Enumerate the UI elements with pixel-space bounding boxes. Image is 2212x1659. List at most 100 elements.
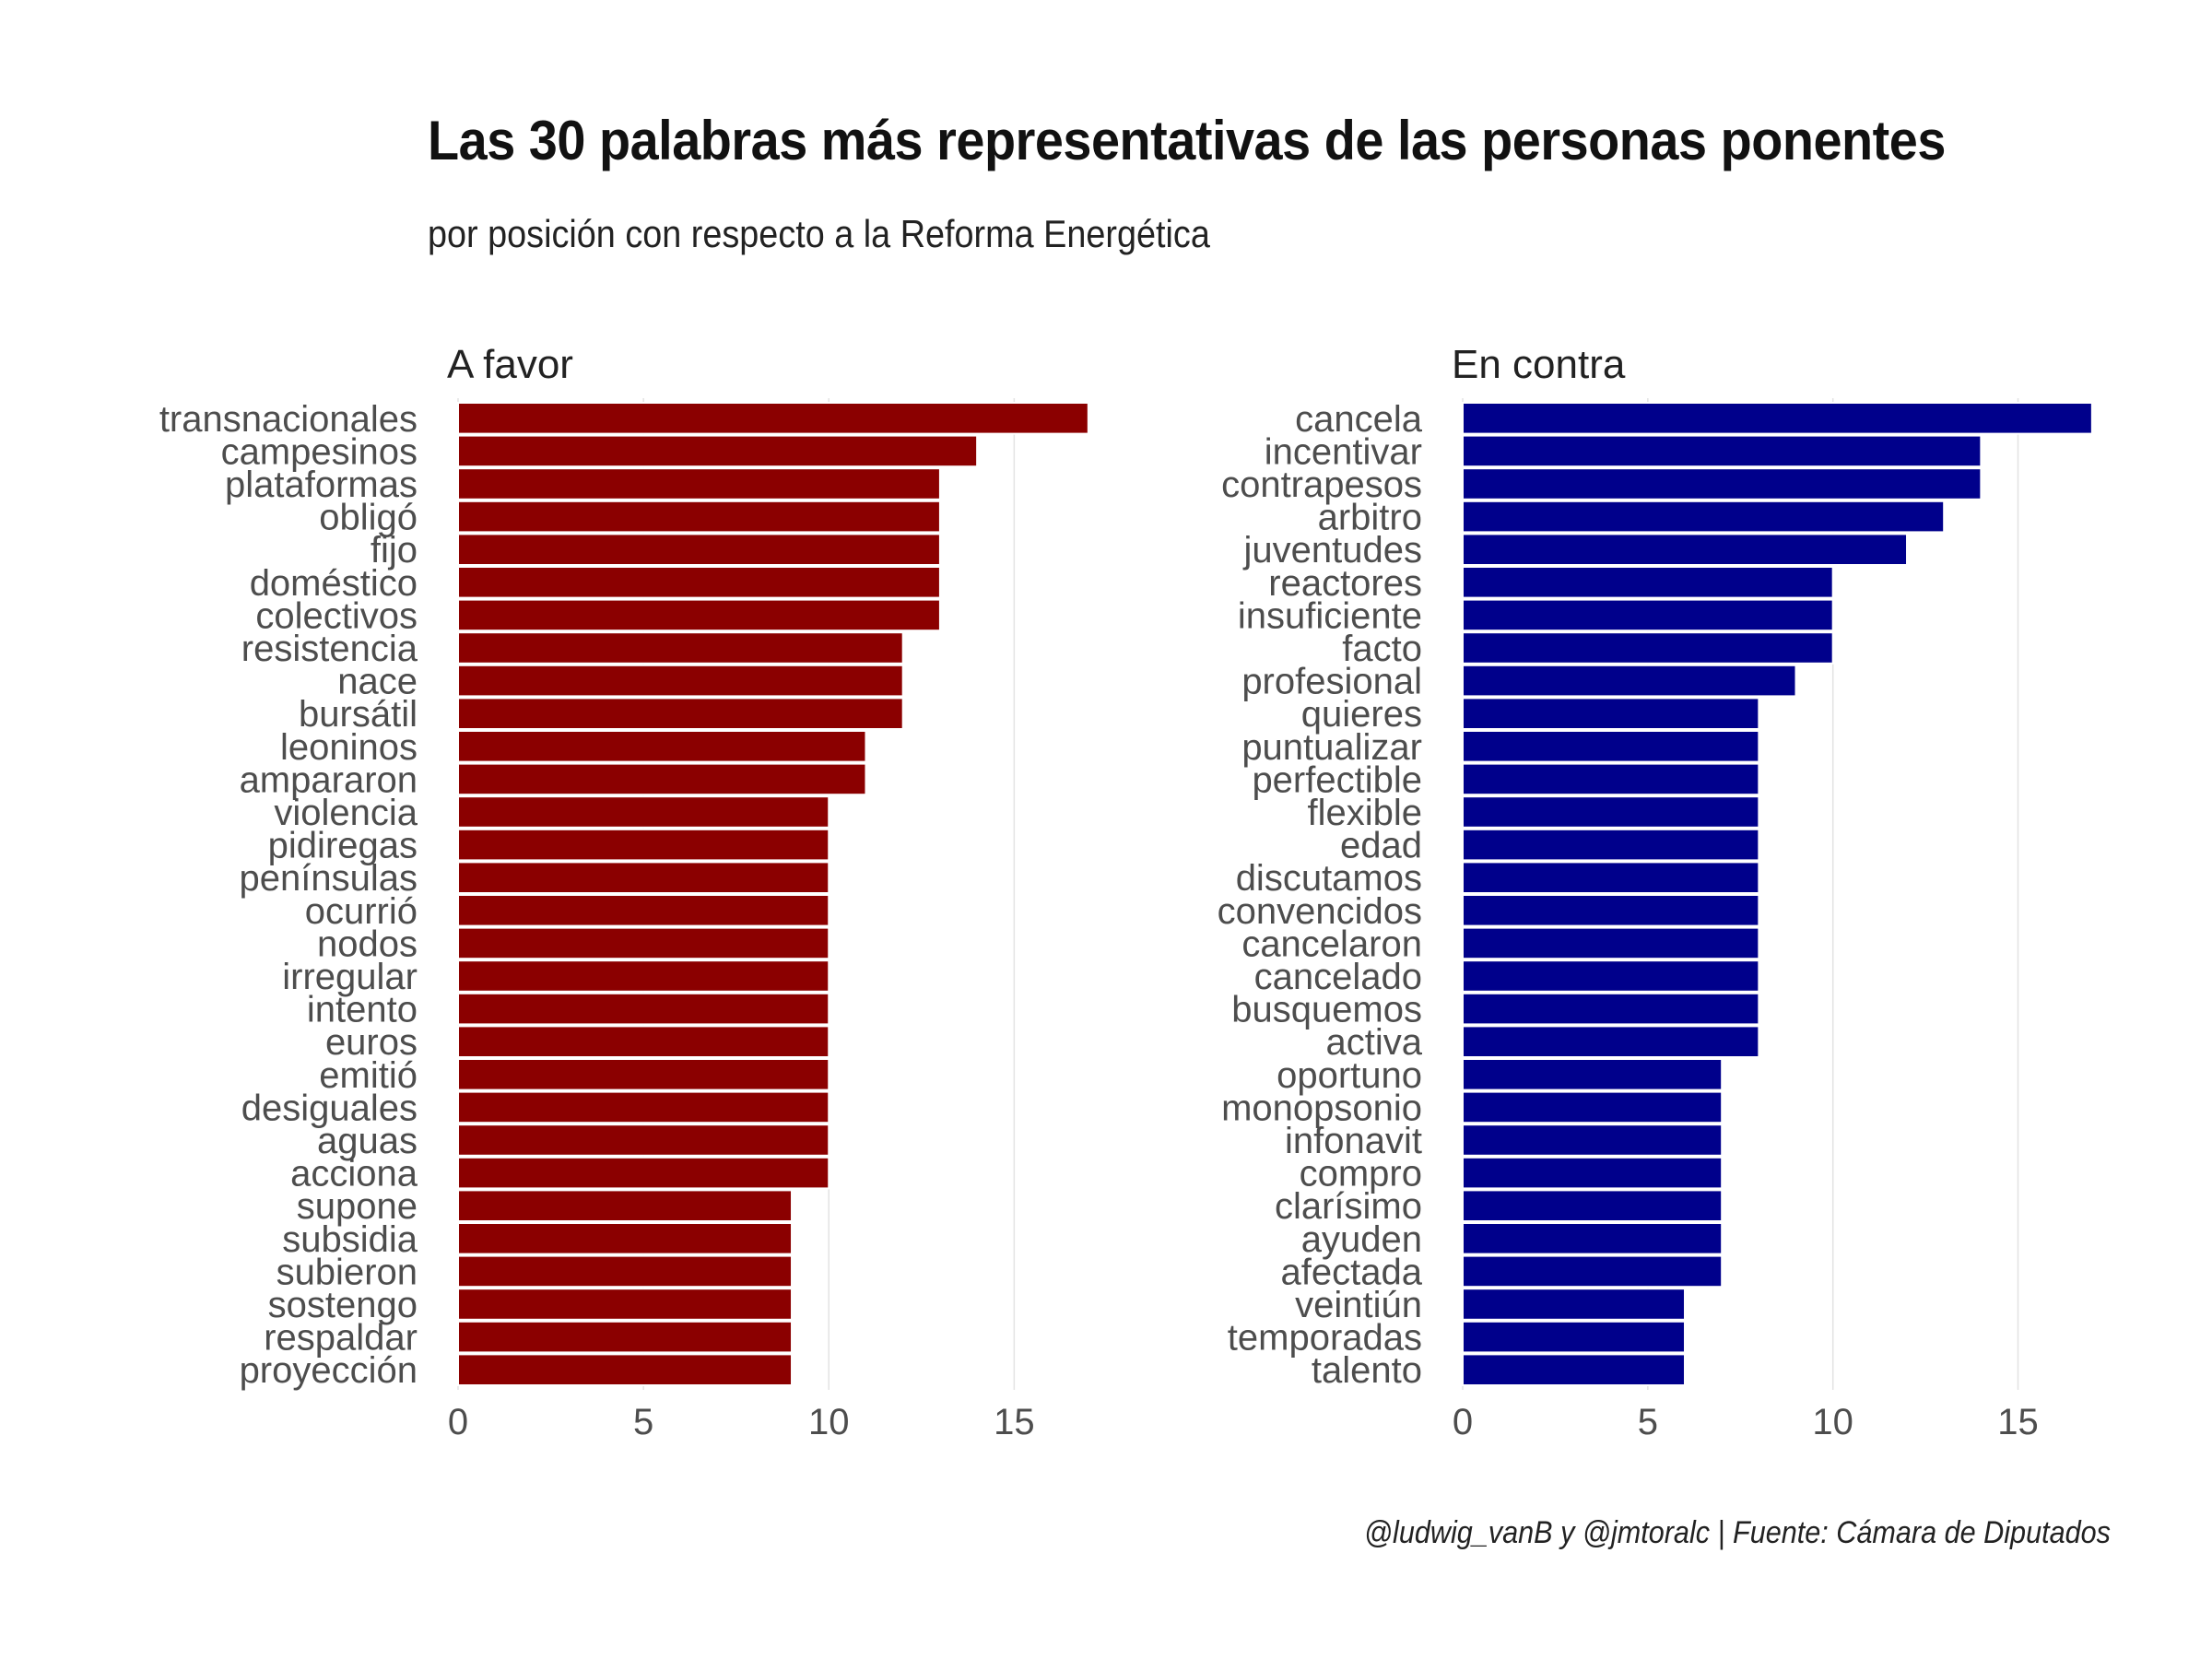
category-label: supone [297, 1186, 418, 1227]
category-label: cancelado [1254, 957, 1422, 997]
category-label: quieres [1301, 694, 1422, 735]
category-label: sostengo [268, 1285, 418, 1325]
category-label: intento [307, 990, 418, 1030]
category-label: cancela [1295, 399, 1423, 440]
bar-perfectible [1462, 762, 1760, 796]
category-label: irregular [282, 957, 418, 997]
bar-infonavit [1462, 1124, 1724, 1157]
bar-cancela [1462, 402, 2093, 435]
bar-profesional [1462, 664, 1797, 698]
category-label: convencidos [1218, 891, 1422, 932]
category-label: emitió [319, 1055, 418, 1096]
panel-title-a-favor: A favor [447, 342, 573, 387]
bar-aguas [457, 1124, 830, 1157]
bar-transnacionales [457, 402, 1089, 435]
category-label: monopsonio [1221, 1088, 1422, 1128]
bar-euros [457, 1025, 830, 1059]
category-label: edad [1340, 826, 1422, 866]
category-label: activa [1326, 1022, 1423, 1063]
bar-contrapesos [1462, 467, 1983, 500]
bar-monopsonio [1462, 1090, 1724, 1124]
category-label: juventudes [1243, 530, 1422, 571]
category-label: respaldar [264, 1318, 418, 1359]
category-label: doméstico [250, 563, 418, 604]
bar-acciona [457, 1156, 830, 1190]
x-tick-label: 0 [448, 1402, 468, 1442]
bar-violencia [457, 795, 830, 829]
bar-edad [1462, 828, 1760, 862]
category-label: incentivar [1265, 431, 1422, 472]
chart-caption: @ludwig_vanB y @jmtoralc | Fuente: Cámar… [1364, 1515, 2111, 1550]
category-label: transnacionales [159, 399, 418, 440]
bar-proyección [457, 1353, 794, 1387]
x-tick-label: 0 [1453, 1402, 1473, 1442]
bar-insuficiente [1462, 598, 1834, 632]
x-tick-label: 10 [808, 1402, 850, 1442]
bar-reactores [1462, 566, 1834, 599]
category-label: insuficiente [1238, 595, 1422, 636]
bar-plataformas [457, 467, 941, 500]
bar-convencidos [1462, 894, 1760, 927]
category-label: resistencia [241, 629, 418, 669]
bar-veintiún [1462, 1288, 1687, 1321]
category-label: violencia [274, 793, 418, 833]
category-label: euros [325, 1022, 418, 1063]
chart-title: Las 30 palabras más representativas de l… [428, 110, 1946, 171]
category-label: infonavit [1285, 1121, 1422, 1161]
bar-ampararon [457, 762, 867, 796]
x-tick-label: 5 [633, 1402, 653, 1442]
category-label: cancelaron [1241, 924, 1422, 964]
bar-ocurrió [457, 894, 830, 927]
x-tick-label: 15 [1997, 1402, 2039, 1442]
bar-discutamos [1462, 861, 1760, 895]
bar-irregular [457, 959, 830, 993]
bar-desiguales [457, 1090, 830, 1124]
category-label: compro [1300, 1154, 1422, 1194]
bar-talento [1462, 1353, 1687, 1387]
bar-flexible [1462, 795, 1760, 829]
chart-subtitle: por posición con respecto a la Reforma E… [428, 212, 1210, 255]
bar-resistencia [457, 631, 904, 665]
category-label: plataformas [225, 465, 418, 505]
bar-facto [1462, 631, 1834, 665]
category-label: discutamos [1236, 858, 1422, 899]
bar-fijo [457, 533, 941, 567]
bar-oportuno [1462, 1058, 1724, 1091]
bar-afectada [1462, 1254, 1724, 1288]
bar-bursátil [457, 697, 904, 731]
category-label: fijo [371, 530, 418, 571]
bar-nodos [457, 926, 830, 960]
bar-ayuden [1462, 1222, 1724, 1255]
category-label: talento [1312, 1350, 1422, 1391]
bar-respaldar [457, 1320, 794, 1354]
category-label: perfectible [1252, 759, 1422, 800]
category-label: subsidia [282, 1219, 418, 1260]
bar-nace [457, 664, 904, 698]
category-label: clarísimo [1275, 1186, 1422, 1227]
bar-doméstico [457, 566, 941, 599]
x-tick-label: 15 [994, 1402, 1035, 1442]
x-tick-label: 5 [1638, 1402, 1658, 1442]
category-label: acciona [290, 1154, 418, 1194]
bar-colectivos [457, 598, 941, 632]
category-label: aguas [317, 1121, 418, 1161]
category-label: ampararon [240, 759, 418, 800]
category-label: penínsulas [240, 858, 418, 899]
bar-arbitro [1462, 500, 1946, 534]
category-label: obligó [319, 498, 418, 538]
panel-en-contra: En contra cancelaincentivarcontrapesosarb… [1218, 342, 2093, 1442]
bar-cancelaron [1462, 926, 1760, 960]
category-label: proyección [240, 1350, 418, 1391]
category-label: nace [337, 662, 418, 702]
bar-subsidia [457, 1222, 794, 1255]
category-label: profesional [1241, 662, 1422, 702]
bar-activa [1462, 1025, 1760, 1059]
category-label: veintiún [1295, 1285, 1422, 1325]
category-label: subieron [276, 1252, 418, 1292]
category-label: pidiregas [268, 826, 418, 866]
bar-pidiregas [457, 828, 830, 862]
category-label: flexible [1307, 793, 1422, 833]
bar-supone [457, 1189, 794, 1223]
bar-subieron [457, 1254, 794, 1288]
